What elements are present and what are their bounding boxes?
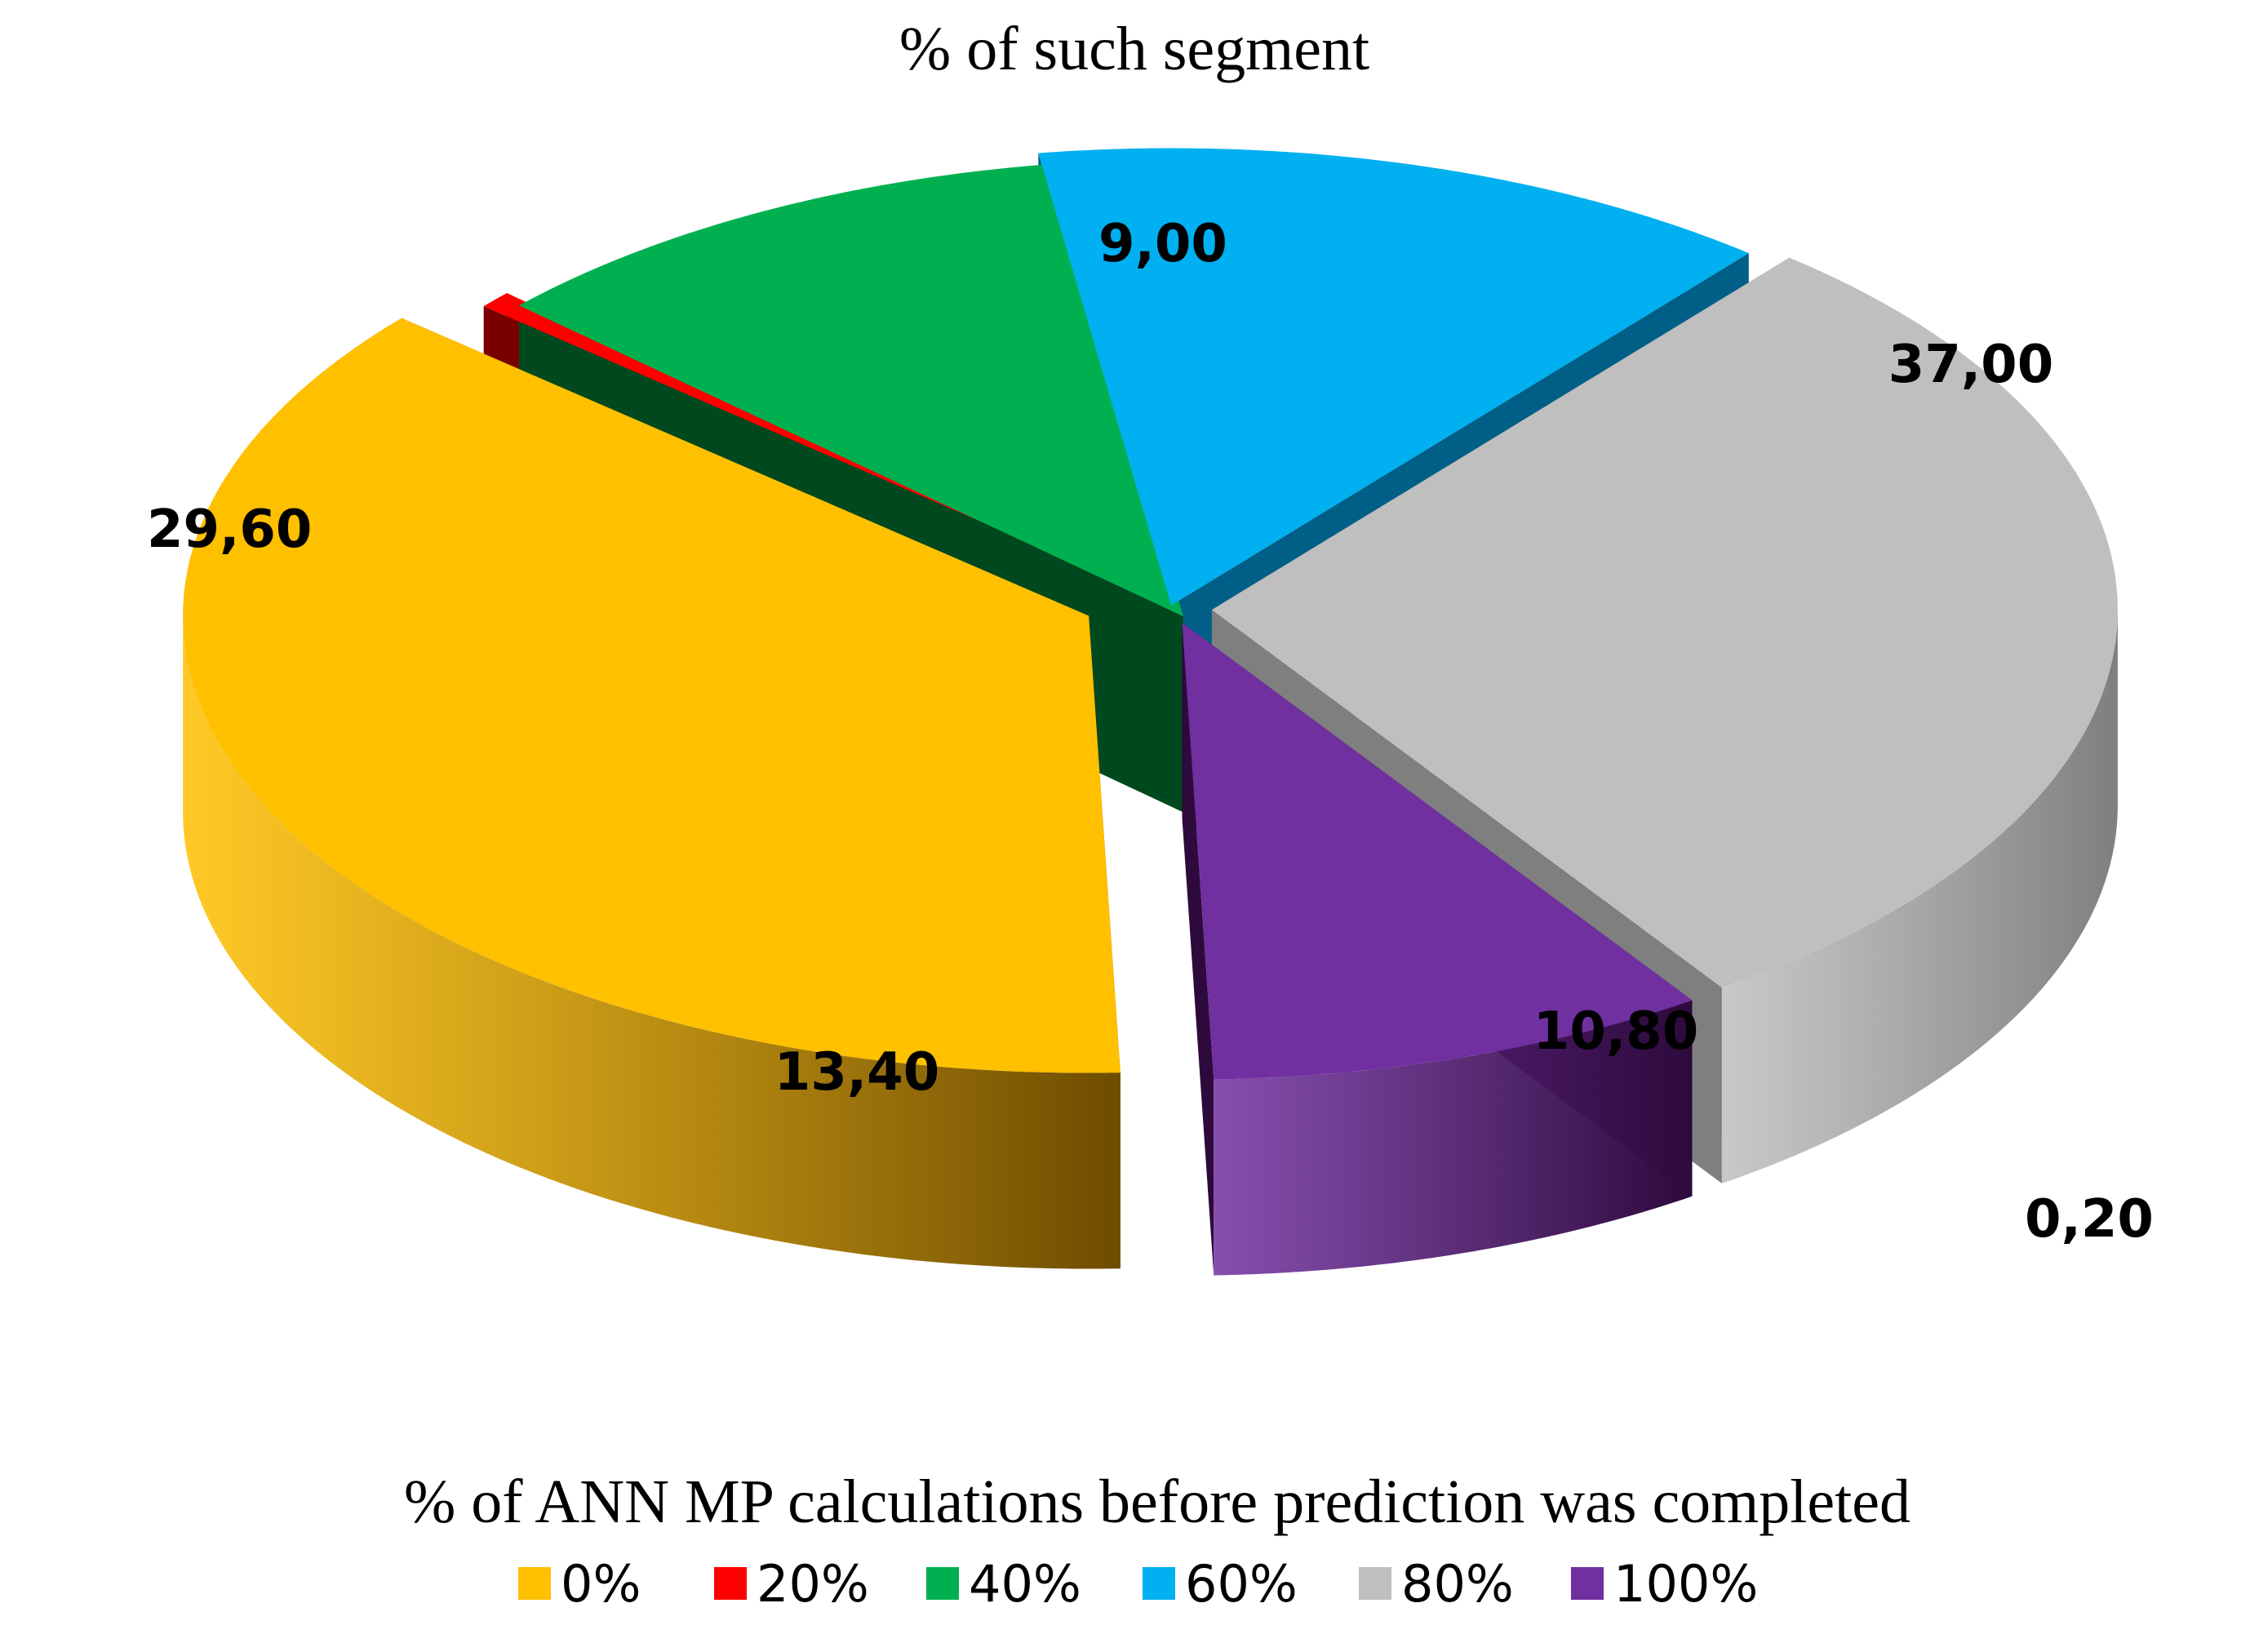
legend-item-1: 20% xyxy=(714,1554,869,1614)
slice-top-40pct xyxy=(519,164,1183,617)
legend-item-3: 60% xyxy=(1143,1554,1298,1614)
slice-top-100pct xyxy=(1182,622,1693,1080)
legend-item-2: 40% xyxy=(926,1554,1081,1614)
legend-swatch-3 xyxy=(1143,1567,1175,1600)
legend-item-5: 100% xyxy=(1571,1554,1758,1614)
legend-swatch-4 xyxy=(1359,1567,1391,1600)
data-label-2: 10,80 xyxy=(1533,1001,1698,1062)
slice-0-outer-wall xyxy=(183,620,1121,1269)
x-axis-label: % of ANN MP calculations before predicti… xyxy=(404,1468,1911,1536)
slice-top-0pct xyxy=(183,318,1121,1073)
data-labels: 37,00 0,20 10,80 13,40 29,60 9,00 xyxy=(147,214,2154,1250)
data-label-5: 9,00 xyxy=(1098,214,1227,274)
legend-item-4: 80% xyxy=(1359,1554,1514,1614)
legend-swatch-1 xyxy=(714,1567,747,1600)
legend-label-0: 0% xyxy=(561,1554,641,1614)
legend-label-5: 100% xyxy=(1613,1554,1758,1614)
legend-swatch-0 xyxy=(518,1567,551,1600)
data-label-3: 13,40 xyxy=(774,1042,939,1103)
legend-item-0: 0% xyxy=(518,1554,641,1614)
legend-label-1: 20% xyxy=(757,1554,869,1614)
legend-swatch-2 xyxy=(926,1567,959,1600)
legend-label-4: 80% xyxy=(1401,1554,1514,1614)
slice-4-outer-wall xyxy=(1721,612,2118,1183)
data-label-0: 37,00 xyxy=(1888,335,2053,395)
slice-5-wall-1 xyxy=(1182,622,1214,1276)
data-label-4: 29,60 xyxy=(147,500,312,560)
chart-title: % of such segment xyxy=(899,15,1369,83)
slice-top-60pct xyxy=(1038,148,1749,606)
legend-label-3: 60% xyxy=(1185,1554,1298,1614)
legend-swatch-5 xyxy=(1571,1567,1604,1600)
slice-tops xyxy=(183,148,2118,1080)
legend: 0% 20% 40% 60% 80% 100% xyxy=(518,1554,1758,1614)
data-label-1: 0,20 xyxy=(2025,1189,2154,1250)
slice-top-80pct xyxy=(1211,257,2118,988)
slice-5-outer-wall xyxy=(1214,1000,1693,1276)
legend-label-2: 40% xyxy=(969,1554,1081,1614)
